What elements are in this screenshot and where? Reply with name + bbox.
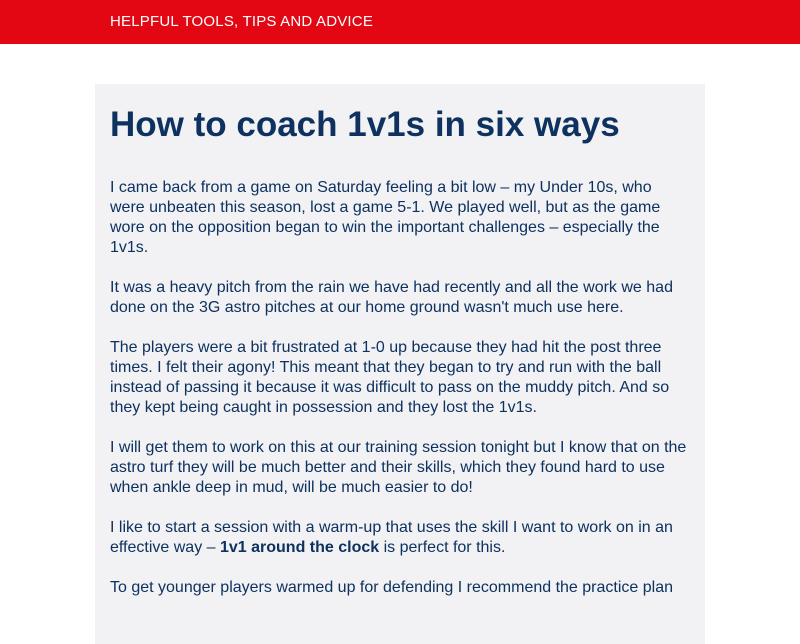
paragraph-5-text-start: I like to start a session with a warm-up… xyxy=(110,519,673,556)
article-panel: How to coach 1v1s in six ways I came bac… xyxy=(95,84,705,644)
site-header-bar: HELPFUL TOOLS, TIPS AND ADVICE xyxy=(0,0,800,44)
paragraph-5-text-end: is perfect for this. xyxy=(379,539,506,556)
practice-link-1v1-around-the-clock[interactable]: 1v1 around the clock xyxy=(219,539,380,556)
article-paragraph-5: I like to start a session with a warm-up… xyxy=(110,518,689,558)
article-body: I came back from a game on Saturday feel… xyxy=(110,178,689,598)
article-paragraph-3: The players were a bit frustrated at 1-0… xyxy=(110,339,670,416)
article-paragraph-1: I came back from a game on Saturday feel… xyxy=(110,179,661,256)
site-tagline[interactable]: HELPFUL TOOLS, TIPS AND ADVICE xyxy=(110,13,374,30)
article-paragraph-6: To get younger players warmed up for def… xyxy=(110,579,673,596)
article-title: How to coach 1v1s in six ways xyxy=(110,105,620,144)
article-paragraph-4: I will get them to work on this at our t… xyxy=(110,439,687,496)
article-paragraph-2: It was a heavy pitch from the rain we ha… xyxy=(110,279,673,316)
